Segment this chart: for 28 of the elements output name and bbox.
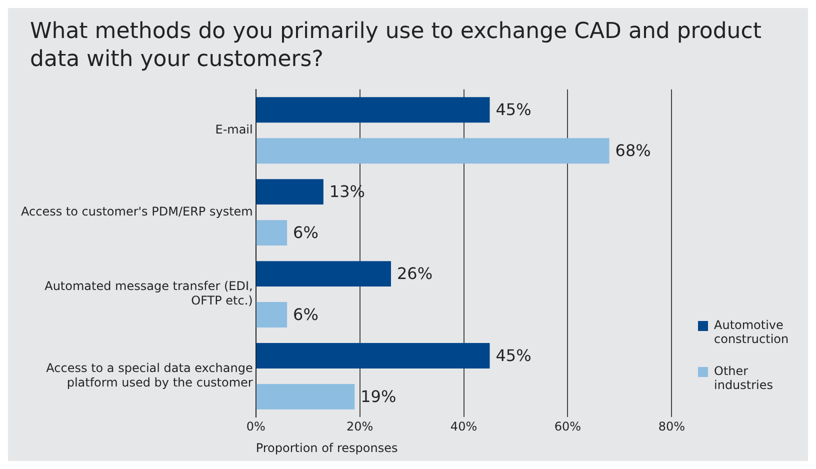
bar (256, 220, 288, 246)
y-tick-label: E-mail (215, 122, 253, 136)
chart-title: What methods do you primarily use to exchange CAD and product data with your customers? (30, 18, 762, 74)
data-label: 68% (615, 141, 651, 160)
bar (256, 343, 490, 368)
legend-label: Automotive construction (714, 318, 790, 346)
data-label: 45% (496, 346, 532, 365)
data-label: 26% (396, 264, 433, 283)
y-tick-label: Access to a special data exchange platform used by the customer (46, 361, 253, 390)
x-tick-label: 40% (450, 420, 478, 434)
bar (256, 97, 490, 123)
y-tick-label: Automated message transfer (EDI, OFTP etc.) (44, 279, 253, 308)
legend-label: Other industries (714, 364, 774, 392)
x-tick-label: 0% (246, 420, 266, 434)
bar (256, 302, 288, 328)
data-label: 19% (360, 386, 396, 406)
data-label: 6% (293, 304, 318, 324)
bar (256, 179, 324, 205)
x-tick-label: 20% (346, 420, 374, 434)
bar (256, 261, 391, 286)
data-label: 6% (293, 222, 318, 242)
bar (256, 138, 610, 164)
data-label: 45% (496, 100, 532, 120)
x-tick-label: 60% (554, 420, 582, 434)
x-tick-label: 80% (658, 420, 685, 434)
bar (256, 384, 355, 410)
y-tick-label: Access to customer's PDM/ERP system (20, 204, 253, 218)
x-axis-title: Proportion of responses (256, 440, 398, 455)
